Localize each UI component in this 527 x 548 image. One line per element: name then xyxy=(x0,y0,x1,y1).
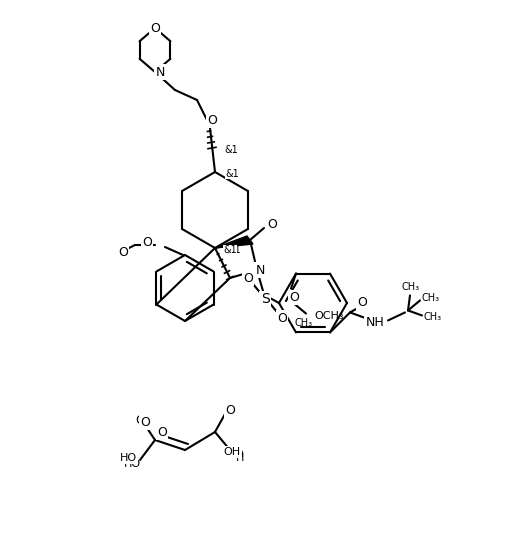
Text: &1: &1 xyxy=(227,245,241,255)
Text: H: H xyxy=(236,453,244,463)
Text: NH: NH xyxy=(366,316,384,329)
Text: OH: OH xyxy=(223,447,240,457)
Text: O: O xyxy=(357,296,367,309)
Text: O: O xyxy=(289,291,299,304)
Text: O: O xyxy=(207,113,217,127)
Text: O: O xyxy=(118,247,128,260)
Text: O: O xyxy=(150,21,160,35)
Text: O: O xyxy=(140,415,150,429)
Text: O: O xyxy=(243,271,253,284)
Text: O: O xyxy=(277,311,287,324)
Text: N: N xyxy=(155,66,164,78)
Text: OCH₃: OCH₃ xyxy=(314,311,344,321)
Text: HO: HO xyxy=(120,453,136,463)
Text: CH₃: CH₃ xyxy=(422,293,440,304)
Text: O: O xyxy=(243,271,253,284)
Text: CH₃: CH₃ xyxy=(402,282,420,293)
Text: O: O xyxy=(267,218,277,231)
Text: N: N xyxy=(255,264,265,277)
Text: O: O xyxy=(207,113,217,127)
Text: O: O xyxy=(225,403,235,416)
Text: O: O xyxy=(233,448,243,460)
Text: O: O xyxy=(142,237,152,249)
Text: S: S xyxy=(261,292,269,306)
Text: O: O xyxy=(157,425,167,438)
Text: NH: NH xyxy=(366,316,384,329)
Text: O: O xyxy=(155,425,165,438)
Text: &1: &1 xyxy=(225,169,239,179)
Text: N: N xyxy=(155,66,164,78)
Text: O: O xyxy=(142,237,152,249)
Polygon shape xyxy=(215,236,253,248)
Text: O: O xyxy=(223,402,233,414)
Text: O: O xyxy=(357,296,367,309)
Text: &1: &1 xyxy=(224,145,238,155)
Text: N: N xyxy=(255,264,265,277)
Text: O: O xyxy=(135,414,145,426)
Text: HO: HO xyxy=(123,459,141,469)
Text: CH₃: CH₃ xyxy=(424,312,442,322)
Text: O: O xyxy=(150,21,160,35)
Text: CH₃: CH₃ xyxy=(295,317,313,328)
Text: O: O xyxy=(277,311,287,324)
Text: S: S xyxy=(261,292,269,306)
Text: O: O xyxy=(289,291,299,304)
Text: O: O xyxy=(267,218,277,231)
Text: &1: &1 xyxy=(223,245,237,255)
